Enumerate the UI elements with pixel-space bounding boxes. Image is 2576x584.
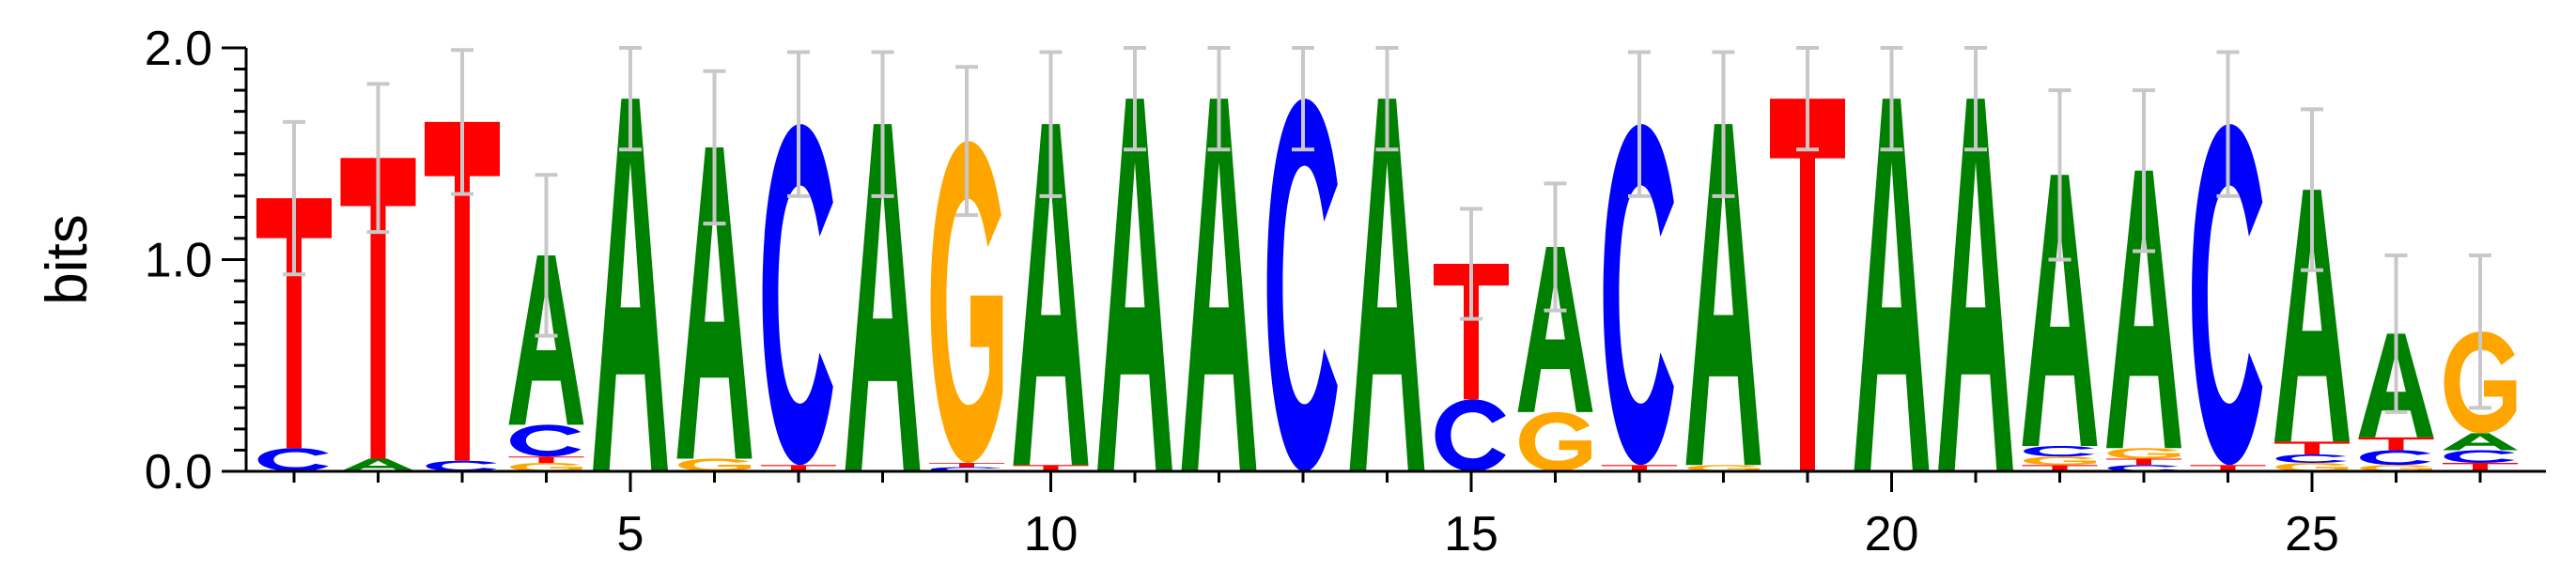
x-tick-label: 15 [1444,507,1498,561]
error-bar-pos9 [955,65,978,218]
logo-letter-pos15-C [1435,399,1506,471]
logo-letter-pos18-A [1685,124,1761,466]
logo-letter-pos27-G [2444,331,2517,434]
error-bar-pos16 [1544,181,1567,313]
logo-letter-pos10-A [1013,124,1089,466]
logo-letter-pos27-T [2443,462,2518,471]
error-bar-pos18 [1712,50,1735,198]
logo-letter-pos13-C [1266,99,1338,472]
logo-letter-pos23-G [2107,448,2180,459]
error-bar-pos24 [2216,50,2240,198]
logo-letter-pos26-C [2360,450,2431,466]
logo-letter-pos9-G [930,141,1003,463]
logo-letter-pos6-A [676,146,753,459]
logo-letter-pos8-A [845,124,921,471]
logo-letter-pos1-C [257,448,329,471]
error-bar-pos8 [871,50,894,198]
logo-letter-pos5-A [593,99,668,472]
error-bar-pos22 [2048,88,2072,262]
error-bar-pos21 [1964,46,1987,152]
logo-letter-pos2-T [340,158,416,459]
logo-letter-pos1-T [256,198,332,449]
logo-letter-pos3-T [425,121,500,461]
error-bar-pos3 [451,48,473,196]
logo-letter-pos23-T [2106,458,2181,466]
logo-letter-pos27-A [2443,433,2518,451]
error-bar-pos13 [1292,46,1314,152]
error-bar-pos20 [1880,46,1903,152]
logo-letter-pos17-T [1602,465,1677,471]
x-tick-label: 5 [617,507,644,561]
logo-letter-pos22-T [2022,465,2098,471]
logo-letter-pos4-A [508,254,584,425]
error-bar-pos6 [703,69,726,226]
y-tick-label: 0.0 [145,445,212,499]
logo-letter-pos7-C [762,124,833,466]
error-bar-pos19 [1796,46,1819,152]
logo-letter-pos16-A [1517,246,1593,412]
error-bar-pos15 [1460,207,1482,321]
logo-letter-pos14-A [1349,99,1425,472]
logo-letter-pos4-G [510,462,582,471]
logo-letter-pos24-C [2192,124,2263,466]
y-axis-label: bits [35,214,100,304]
logo-letter-pos16-G [1519,411,1591,471]
logo-letter-pos22-C [2024,445,2095,457]
x-tick-label: 10 [1024,507,1079,561]
logo-letter-pos2-A [340,458,416,471]
x-tick-label: 20 [1865,507,1919,561]
logo-letter-pos24-T [2190,465,2266,471]
error-bar-pos2 [366,82,390,235]
error-bar-pos26 [2384,253,2408,414]
error-bar-pos27 [2469,253,2491,410]
logo-letter-pos26-A [2358,333,2434,438]
x-tick-label: 25 [2285,507,2339,561]
logo-letter-pos19-T [1770,99,1845,472]
error-bar-pos7 [787,50,810,198]
error-bar-pos10 [1039,50,1063,198]
error-bar-pos1 [283,119,305,277]
error-bar-pos14 [1375,46,1399,152]
logo-letter-pos11-A [1097,99,1172,472]
logo-letter-pos15-T [1434,264,1509,400]
logo-letter-pos21-A [1938,99,2013,472]
logo-letter-pos12-A [1181,99,1257,472]
y-tick-label: 2.0 [145,22,212,76]
error-bar-pos11 [1124,46,1146,152]
logo-letter-pos27-C [2444,450,2515,463]
logo-letter-pos17-C [1603,124,1674,466]
logo-letter-pos4-C [510,424,582,457]
error-bar-pos25 [2301,107,2323,272]
logo-letter-pos18-G [1687,465,1760,471]
logo-letter-pos25-G [2275,462,2349,471]
logo-letter-pos25-T [2274,441,2350,454]
y-tick-label: 1.0 [145,234,212,288]
logo-letter-pos9-T [929,462,1004,468]
logo-letter-pos22-A [2022,175,2098,446]
logo-letter-pos22-G [2024,456,2096,466]
error-bar-pos4 [535,173,558,338]
x-axis [246,469,2546,492]
logo-letter-pos10-T [1013,465,1089,471]
logo-letter-pos25-C [2275,453,2347,463]
logo-letter-pos23-C [2107,465,2179,471]
logo-letter-pos6-G [678,458,751,471]
y-axis [222,46,248,473]
error-bar-pos23 [2133,88,2155,254]
logo-letter-pos7-T [761,465,836,471]
logo-letter-pos25-A [2274,190,2350,442]
logo-letter-pos26-T [2358,437,2434,451]
error-bar-pos12 [1207,46,1231,152]
error-bar-pos17 [1628,50,1651,198]
logo-letter-pos23-A [2106,170,2181,449]
logo-letter-pos20-A [1854,99,1930,472]
logo-letter-pos4-T [508,456,584,463]
logo-letter-pos26-G [2360,465,2432,471]
error-bar-pos5 [619,46,642,152]
logo-letter-pos3-C [426,460,497,471]
